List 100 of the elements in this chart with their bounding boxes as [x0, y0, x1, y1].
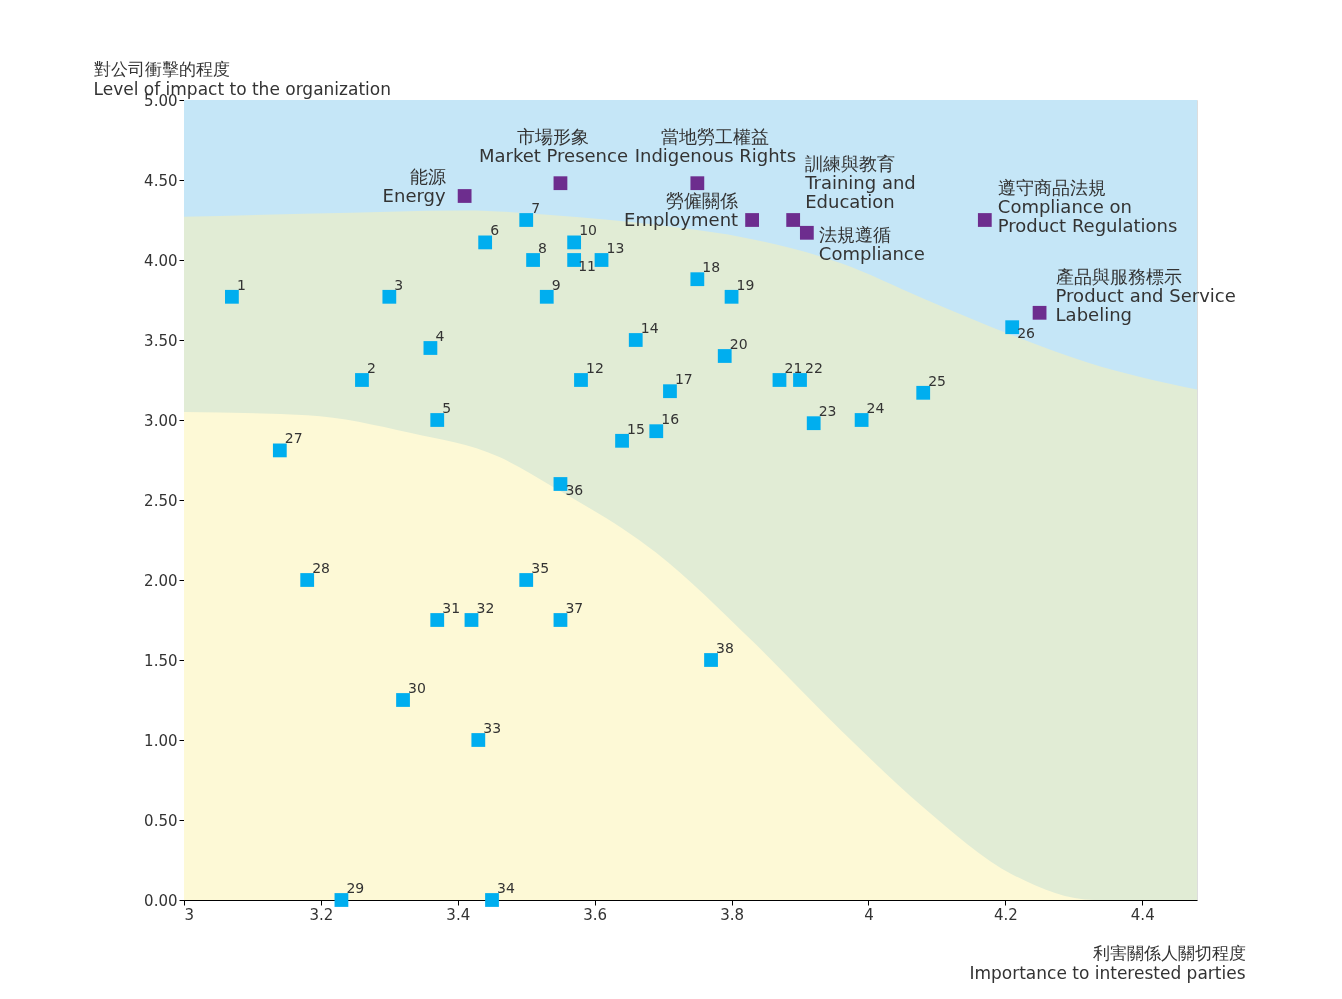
- point: [806, 416, 821, 431]
- annotation: 1: [236, 276, 246, 293]
- point: [594, 253, 609, 267]
- point: [382, 289, 397, 304]
- annotation: 34: [497, 880, 515, 896]
- annotation: 勞僱關係 Employment: [624, 190, 739, 230]
- point: [225, 289, 239, 304]
- point: [430, 413, 445, 427]
- y-tick-label: 1.50: [144, 651, 178, 670]
- y-tick-label: 1.00: [144, 731, 178, 750]
- point: [615, 433, 629, 448]
- point: [690, 272, 705, 287]
- annotation: 19: [736, 276, 755, 293]
- point: [539, 289, 554, 304]
- point: [574, 373, 588, 387]
- annotation: 13: [606, 240, 625, 256]
- annotation: 14: [640, 320, 659, 336]
- annotation: 18: [702, 259, 721, 276]
- point: [334, 893, 349, 907]
- y-tick-label: 0.50: [144, 811, 178, 830]
- point: [553, 176, 568, 191]
- point: [724, 289, 739, 304]
- point: [916, 385, 931, 400]
- y-tick-label: 0.00: [144, 891, 178, 910]
- annotation: 8: [538, 240, 547, 256]
- point: [553, 477, 568, 491]
- annotation: 7: [531, 200, 541, 216]
- annotation: 37: [565, 600, 584, 616]
- annotation: 36: [565, 482, 584, 498]
- annotation: 26: [1017, 325, 1036, 342]
- point: [430, 613, 445, 627]
- x-tick-label: 4.4: [1130, 905, 1155, 924]
- point: [272, 443, 287, 458]
- annotation: 11: [578, 258, 596, 274]
- annotation: 21: [784, 360, 803, 376]
- point: [717, 349, 732, 363]
- point: [1005, 320, 1020, 335]
- point: [423, 341, 438, 355]
- annotation: 20: [729, 336, 748, 352]
- annotation: 23: [818, 403, 837, 420]
- annotation: 12: [585, 360, 604, 376]
- annotation: 33: [483, 720, 502, 736]
- point: [300, 573, 315, 587]
- annotation: 15: [627, 420, 645, 437]
- point: [519, 573, 534, 587]
- annotation: 當地勞工權益 Indigenous Rights: [634, 126, 797, 167]
- x-tick-label: 3.6: [583, 905, 608, 924]
- point: [649, 424, 664, 439]
- annotation: 訓練與教育 Training and Education: [804, 153, 916, 212]
- point: [519, 213, 534, 227]
- annotation: 32: [476, 600, 495, 616]
- annotation: 38: [716, 640, 734, 656]
- annotation: 遵守商品法規 Compliance on Product Regulations: [997, 177, 1178, 236]
- annotation: 5: [442, 400, 452, 416]
- point: [628, 333, 643, 347]
- x-tick-label: 4: [864, 905, 874, 924]
- point: [396, 693, 410, 707]
- point: [553, 613, 568, 627]
- annotation: 27: [284, 430, 303, 447]
- annotation: 能源 Energy: [382, 166, 446, 206]
- x-axis-title: 利害關係人關切程度 Importance to interested parties: [969, 942, 1246, 983]
- annotation: 22: [805, 360, 823, 376]
- annotation: 31: [442, 600, 461, 616]
- annotation: 17: [674, 371, 693, 388]
- point: [977, 213, 992, 227]
- annotation: 16: [661, 411, 680, 428]
- annotation: 9: [551, 276, 561, 293]
- point: [799, 225, 814, 240]
- annotation: 法規遵循 Compliance: [818, 223, 925, 264]
- point: [663, 384, 677, 399]
- y-tick-label: 4.50: [144, 171, 178, 190]
- annotation: 產品與服務標示 Product and Service Labeling: [1055, 265, 1236, 325]
- point: [485, 893, 499, 907]
- annotation: 3: [394, 276, 404, 293]
- point: [471, 733, 486, 747]
- point: [786, 213, 801, 227]
- annotation: 6: [490, 222, 500, 239]
- annotation: 25: [928, 372, 947, 389]
- x-tick-label: 4.2: [993, 905, 1018, 924]
- y-tick-label: 3.50: [144, 331, 178, 350]
- point: [854, 413, 869, 427]
- point: [793, 373, 807, 387]
- point: [464, 613, 479, 627]
- point: [772, 373, 787, 387]
- annotation: 10: [579, 222, 597, 239]
- point: [745, 213, 759, 227]
- point: [478, 235, 493, 250]
- point: [567, 235, 582, 250]
- y-tick-label: 2.00: [144, 571, 178, 590]
- annotation: 市場形象 Market Presence: [478, 126, 628, 167]
- x-tick-label: 3.2: [309, 905, 334, 924]
- annotation: 2: [366, 360, 376, 376]
- y-tick-label: 4.00: [144, 251, 178, 270]
- annotation: 28: [312, 560, 331, 576]
- x-tick-label: 3.4: [446, 905, 471, 924]
- y-tick-label: 2.50: [144, 491, 178, 510]
- point: [457, 189, 472, 203]
- point: [1032, 305, 1047, 320]
- annotation: 24: [866, 400, 885, 416]
- annotation: 35: [531, 560, 550, 576]
